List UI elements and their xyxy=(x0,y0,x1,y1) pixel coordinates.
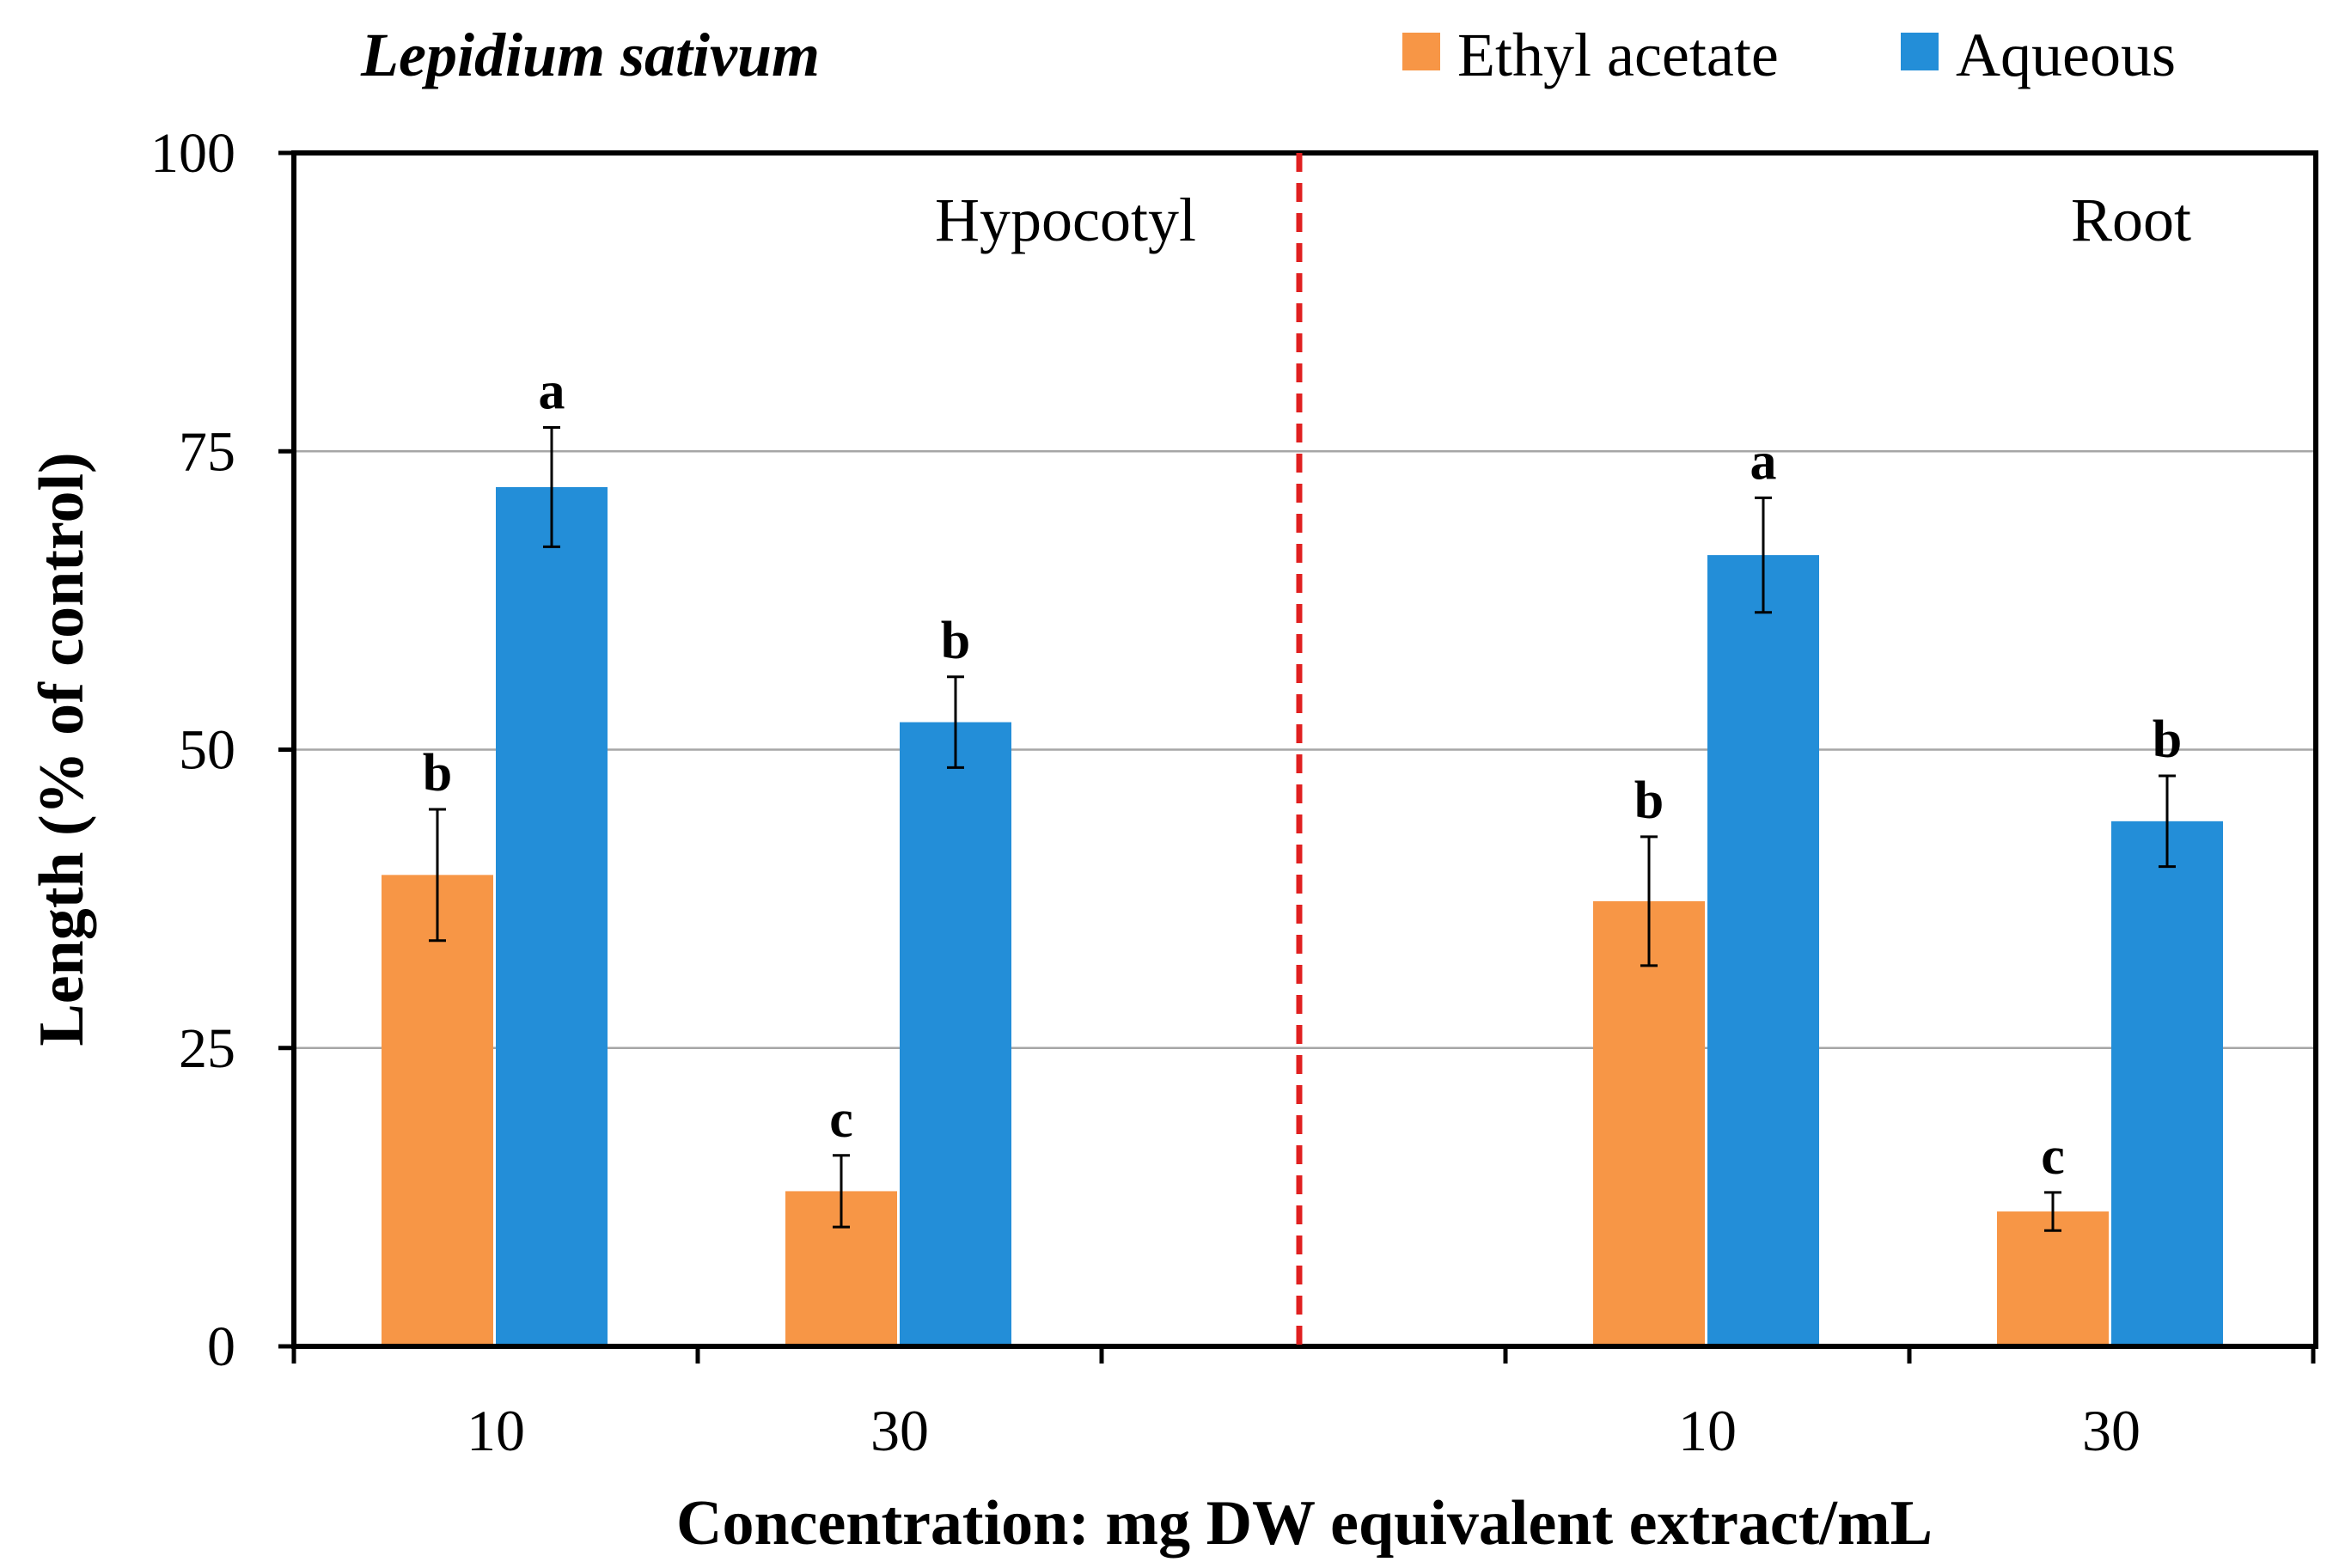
error-bar-root-30-1 xyxy=(2159,774,2176,869)
significance-letter: b xyxy=(1634,772,1664,830)
y-tick-label: 0 xyxy=(207,1315,235,1378)
x-tick-label: 10 xyxy=(1678,1398,1737,1463)
bar-hypocotyl-10-aqueous xyxy=(496,486,608,1346)
bar-root-10-ethyl-acetate xyxy=(1593,900,1705,1346)
error-bar-hypocotyl-30-0 xyxy=(833,1154,850,1229)
legend: Ethyl acetate Aqueous xyxy=(1402,21,2176,89)
error-bar-root-30-0 xyxy=(2044,1191,2061,1232)
legend-label-aqueous: Aqueous xyxy=(1956,21,2176,89)
bar-hypocotyl-30-aqueous xyxy=(900,722,1011,1346)
legend-label-ethyl-acetate: Ethyl acetate xyxy=(1457,21,1779,89)
legend-swatch-ethyl-acetate xyxy=(1402,33,1440,70)
error-bars xyxy=(429,425,2176,1232)
error-bar-hypocotyl-30-1 xyxy=(947,675,964,769)
significance-letter: a xyxy=(539,362,565,420)
y-tick-label: 75 xyxy=(179,420,235,483)
y-axis-label: Length (% of control) xyxy=(27,452,97,1046)
bar-hypocotyl-10-ethyl-acetate xyxy=(382,875,493,1346)
error-bar-hypocotyl-10-1 xyxy=(543,425,560,548)
y-tick-label: 50 xyxy=(179,719,235,782)
chart-title: Lepidium sativum xyxy=(360,21,820,89)
significance-letter: a xyxy=(1750,432,1777,491)
bar-root-10-aqueous xyxy=(1707,555,1819,1346)
y-tick-label: 25 xyxy=(179,1017,235,1080)
legend-swatch-aqueous xyxy=(1901,33,1939,70)
x-axis-label: Concentration: mg DW equivalent extract/… xyxy=(676,1488,1933,1559)
error-bar-root-10-1 xyxy=(1755,496,1772,614)
x-tick-label: 30 xyxy=(2082,1398,2141,1463)
grid-lines xyxy=(294,450,2316,1049)
significance-letter: c xyxy=(829,1090,853,1149)
axes xyxy=(278,150,2318,1364)
bar-root-30-aqueous xyxy=(2111,821,2223,1346)
panel-label-root: Root xyxy=(2071,186,2191,254)
significance-letter: c xyxy=(2041,1127,2065,1186)
x-tick-label: 30 xyxy=(870,1398,929,1463)
significance-letter: b xyxy=(423,744,452,802)
bars xyxy=(382,486,2223,1346)
error-bar-hypocotyl-10-0 xyxy=(429,808,446,943)
bar-root-30-ethyl-acetate xyxy=(1997,1211,2109,1346)
significance-letter: b xyxy=(941,612,970,670)
x-tick-label: 10 xyxy=(467,1398,525,1463)
panel-label-hypocotyl: Hypocotyl xyxy=(935,186,1196,254)
chart-text: 10 30 10 30 0 25 50 75 100 Hypocotyl Root Lepidium … xyxy=(27,21,2191,1559)
significance-letter: b xyxy=(2153,711,2182,769)
significance-letters: b a c b b a c b xyxy=(423,362,2182,1185)
y-tick-label: 100 xyxy=(150,122,235,185)
error-bar-root-10-0 xyxy=(1640,835,1658,967)
